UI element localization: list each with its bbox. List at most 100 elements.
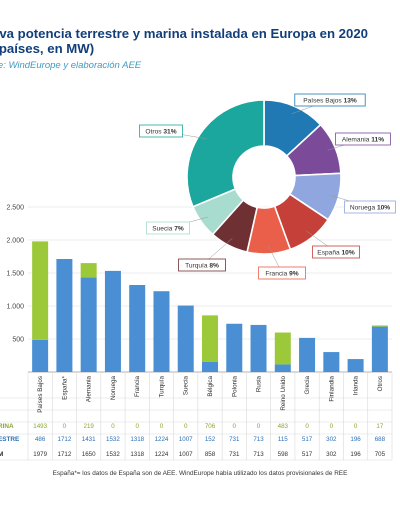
chart-title-line-2: or países, en MW) <box>0 41 95 56</box>
y-tick-label: 2.500 <box>6 205 24 212</box>
pie-label-6: Suecia 7% <box>152 225 184 232</box>
table-cell-total: 1224 <box>155 451 169 458</box>
y-tick-label: 2.000 <box>6 238 24 245</box>
pie-label-pct: 10% <box>342 249 355 256</box>
table-cell-terrestre: 1532 <box>106 436 120 443</box>
pie-label-pct: 13% <box>344 97 357 104</box>
table-cell-total: 1007 <box>179 451 193 458</box>
table-cell-marina: 219 <box>84 423 95 430</box>
pie-label-box <box>312 245 360 259</box>
table-cell-total: 302 <box>326 451 337 458</box>
chart-title-line-1: eva potencia terrestre y marina instalad… <box>0 26 369 41</box>
table-cell-marina: 17 <box>376 423 383 430</box>
pie-label-name: Otros <box>145 128 163 135</box>
pie-label-box <box>335 132 391 146</box>
table-row-label-total: M <box>0 451 3 458</box>
table-cell-terrestre: 1431 <box>82 436 96 443</box>
table-cell-terrestre: 688 <box>375 436 386 443</box>
table-cell-terrestre: 486 <box>35 436 46 443</box>
bar-terrestre-4 <box>129 285 146 372</box>
pie-label-name: Suecia <box>152 225 174 232</box>
x-category-label: Rusia <box>256 376 263 393</box>
table-cell-marina: 706 <box>205 423 216 430</box>
x-category-label: Grecia <box>304 376 311 395</box>
bar-marina-10 <box>274 332 291 365</box>
table-cell-marina: 483 <box>278 423 289 430</box>
pie-label-pct: 7% <box>174 225 184 232</box>
bar-terrestre-5 <box>153 291 170 372</box>
table-cell-total: 858 <box>205 451 216 458</box>
table-cell-terrestre: 1007 <box>179 436 193 443</box>
table-row-label-terrestre: ESTRE <box>0 436 20 443</box>
bar-marina-7 <box>202 315 218 362</box>
x-category-label: Turquía <box>158 376 165 398</box>
table-cell-total: 1318 <box>130 451 144 458</box>
table-cell-marina: 1493 <box>33 423 47 430</box>
bar-terrestre-8 <box>226 323 243 372</box>
y-tick-label: 500 <box>12 337 24 344</box>
table-cell-marina: 0 <box>233 423 237 430</box>
pie-label-pct: 10% <box>377 204 390 211</box>
x-category-label: Otros <box>377 376 384 391</box>
table-cell-terrestre: 1224 <box>155 436 169 443</box>
pie-label-box <box>146 221 190 235</box>
pie-label-pct: 11% <box>371 136 384 143</box>
table-cell-total: 598 <box>278 451 289 458</box>
table-cell-terrestre: 1318 <box>130 436 144 443</box>
x-category-label: España* <box>61 375 68 399</box>
pie-label-name: Alemania <box>342 136 371 143</box>
bar-terrestre-9 <box>250 324 267 372</box>
bar-terrestre-14 <box>371 326 388 372</box>
x-category-label: Polonia <box>231 376 238 398</box>
pie-label-box <box>139 124 183 138</box>
table-cell-marina: 0 <box>354 423 358 430</box>
bar-terrestre-10 <box>274 364 291 372</box>
table-cell-terrestre: 152 <box>205 436 216 443</box>
table-cell-total: 1979 <box>33 451 47 458</box>
pie-slice-7 <box>186 99 265 208</box>
table-cell-terrestre: 302 <box>326 436 337 443</box>
pie-label-3: España 10% <box>317 249 355 256</box>
pie-label-name: Francia <box>265 270 289 277</box>
table-cell-terrestre: 731 <box>229 436 240 443</box>
table-cell-terrestre: 713 <box>253 436 264 443</box>
pie-label-7: Otros 31% <box>145 128 176 135</box>
x-category-label: Alemania <box>86 376 93 403</box>
footnote: España*= los datos de España son de AEE.… <box>52 470 348 477</box>
table-cell-terrestre: 1712 <box>58 436 72 443</box>
table-row-label-marina: RINA <box>0 423 14 430</box>
x-category-label: Países Bajos <box>37 376 44 413</box>
pie-label-pct: 8% <box>209 262 219 269</box>
x-category-label: Bélgica <box>207 376 214 397</box>
bar-marina-14 <box>371 325 388 327</box>
table-cell-terrestre: 517 <box>302 436 313 443</box>
bar-marina-0 <box>32 241 49 340</box>
x-category-label: Noruega <box>110 376 117 401</box>
table-cell-total: 713 <box>253 451 264 458</box>
table-cell-marina: 0 <box>330 423 334 430</box>
bar-terrestre-13 <box>347 359 364 372</box>
bar-terrestre-12 <box>323 352 340 372</box>
table-cell-total: 731 <box>229 451 240 458</box>
pie-label-name: Noruega <box>350 204 377 211</box>
source-note: nte: WindEurope y elaboración AEE <box>0 60 142 71</box>
table-cell-marina: 0 <box>184 423 188 430</box>
table-cell-marina: 0 <box>135 423 139 430</box>
table-cell-total: 196 <box>350 451 361 458</box>
table-cell-total: 705 <box>375 451 386 458</box>
bar-terrestre-2 <box>80 277 97 372</box>
pie-label-box <box>294 93 366 107</box>
x-category-label: Irlanda <box>353 376 360 396</box>
x-category-label: Finlandia <box>328 376 335 402</box>
table-cell-total: 1532 <box>106 451 120 458</box>
pie-label-pct: 31% <box>163 128 176 135</box>
y-tick-label: 1.000 <box>6 304 24 311</box>
table-cell-terrestre: 115 <box>278 436 288 443</box>
pie-label-2: Noruega 10% <box>350 204 390 211</box>
bar-terrestre-0 <box>32 339 49 372</box>
pie-label-name: Turquía <box>185 262 209 269</box>
chart-title: eva potencia terrestre y marina instalad… <box>0 26 400 56</box>
table-cell-total: 1650 <box>82 451 96 458</box>
x-category-label: Francia <box>134 376 141 397</box>
